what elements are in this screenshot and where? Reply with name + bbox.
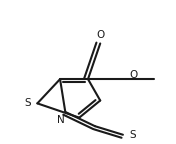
- Text: O: O: [129, 70, 137, 80]
- Text: S: S: [24, 98, 31, 108]
- Text: S: S: [129, 130, 136, 140]
- Text: O: O: [96, 30, 104, 40]
- Text: N: N: [57, 115, 65, 125]
